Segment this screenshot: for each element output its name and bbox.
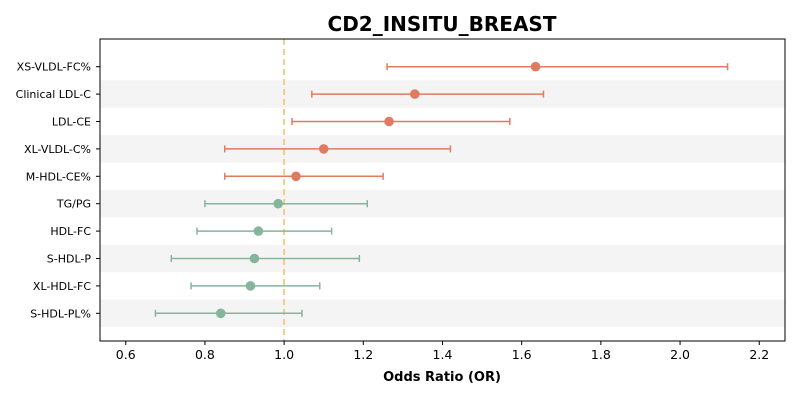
x-axis-ticks: 0.6 0.8 1.0 1.2 1.4 1.6 1.8 2.0 2.2 xyxy=(116,341,769,362)
y-tick-label: XS-VLDL-FC% xyxy=(17,61,91,74)
chart-title: CD2_INSITU_BREAST xyxy=(328,12,557,36)
y-tick-label: XL-VLDL-C% xyxy=(24,143,91,156)
x-axis-label: Odds Ratio (OR) xyxy=(383,370,501,385)
odds-ratio-point xyxy=(318,144,329,154)
y-tick-label: TG/PG xyxy=(56,198,91,211)
y-tick-label: Clinical LDL-C xyxy=(16,88,92,101)
y-tick-label: S-HDL-PL% xyxy=(30,307,91,320)
odds-ratio-point xyxy=(245,281,256,291)
x-tick-label: 1.4 xyxy=(433,347,453,362)
x-tick-label: 0.8 xyxy=(195,347,215,362)
y-tick-label: XL-HDL-FC xyxy=(33,280,91,293)
y-tick-label: LDL-CE xyxy=(52,116,91,129)
x-tick-label: 1.2 xyxy=(353,347,373,362)
y-tick-label: HDL-FC xyxy=(50,225,91,238)
x-tick-label: 1.0 xyxy=(274,347,294,362)
y-tick-label: M-HDL-CE% xyxy=(26,170,91,183)
row-band xyxy=(100,190,785,218)
odds-ratio-point xyxy=(384,116,394,127)
odds-ratio-point xyxy=(249,253,260,264)
odds-ratio-point xyxy=(273,198,283,209)
odds-ratio-point xyxy=(291,171,301,182)
odds-ratio-point xyxy=(215,308,226,319)
x-tick-label: 2.2 xyxy=(749,347,769,362)
y-tick-label: S-HDL-P xyxy=(47,253,92,266)
odds-ratio-point xyxy=(409,89,420,99)
x-tick-label: 1.6 xyxy=(512,347,532,362)
row-bands xyxy=(100,80,785,327)
x-tick-label: 1.8 xyxy=(591,347,611,362)
odds-ratio-point xyxy=(253,226,264,236)
x-tick-label: 2.0 xyxy=(670,347,690,362)
odds-ratio-point xyxy=(530,61,541,72)
data-marks xyxy=(154,61,729,319)
y-axis-ticks: XS-VLDL-FC% Clinical LDL-C LDL-CE XL-VLDL-C… xyxy=(16,61,100,320)
x-tick-label: 0.6 xyxy=(116,347,136,362)
